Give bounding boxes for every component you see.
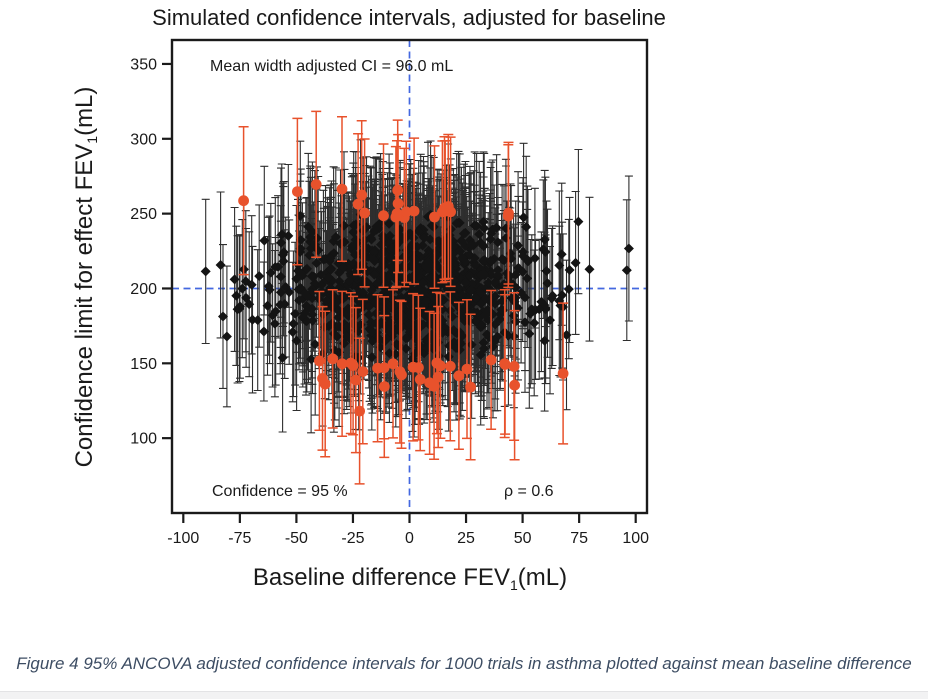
y-tick-label: 150 [130, 356, 157, 373]
y-tick-label: 300 [130, 131, 157, 148]
axis-tick-labels: -100 -75 -50 -25 0 25 50 75 100 100 150 200 250 300 35… [130, 56, 649, 547]
plot-frame [170, 38, 649, 515]
y-tick-label: 200 [130, 281, 157, 298]
x-tick-label: -75 [228, 530, 251, 547]
x-tick-label: -100 [167, 530, 199, 547]
y-tick-label: 250 [130, 206, 157, 223]
figure-caption: Figure 4 95% ANCOVA adjusted confidence … [16, 654, 912, 673]
noncovering-trials-group [238, 110, 569, 485]
plot-frame-rect [170, 38, 649, 515]
x-tick-label: 25 [457, 530, 475, 547]
x-axis-label: Baseline difference FEV1(mL) [253, 564, 567, 593]
y-tick-label: 350 [130, 56, 157, 73]
annotation-rho: ρ = 0.6 [504, 483, 554, 500]
bottom-scrollbar-strip [0, 691, 928, 699]
axis-ticks [162, 62, 637, 523]
annotation-mean-width: Mean width adjusted CI = 96.0 mL [210, 58, 453, 75]
x-tick-label: 50 [514, 530, 532, 547]
chart-title: Simulated confidence intervals, adjusted… [152, 5, 666, 30]
x-tick-label: 0 [405, 530, 414, 547]
annotation-confidence: Confidence = 95 % [212, 483, 348, 500]
y-axis-label: Confidence limit for effect FEV1(mL) [71, 87, 100, 468]
x-tick-label: 75 [570, 530, 588, 547]
ci-errorbar-chart: Simulated confidence intervals, adjusted… [71, 5, 666, 593]
y-tick-label: 100 [130, 431, 157, 448]
x-tick-label: -50 [285, 530, 308, 547]
trial-markers [238, 179, 569, 417]
x-tick-label: -25 [341, 530, 364, 547]
x-tick-label: 100 [622, 530, 649, 547]
